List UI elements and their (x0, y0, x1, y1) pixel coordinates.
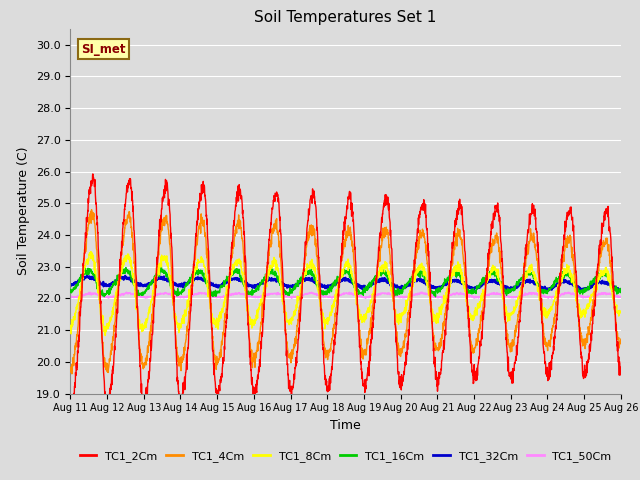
TC1_16Cm (569, 277, 577, 283)
TC1_50Cm (584, 293, 592, 299)
Line: TC1_8Cm: TC1_8Cm (70, 252, 621, 336)
TC1_2Cm (374, 257, 381, 263)
Y-axis label: Soil Temperature (C): Soil Temperature (C) (17, 147, 30, 276)
TC1_50Cm (67, 294, 74, 300)
TC1_16Cm (374, 270, 381, 276)
TC1_4Cm (221, 317, 228, 323)
TC1_8Cm (374, 273, 381, 278)
TC1_8Cm (617, 310, 625, 315)
TC1_32Cm (67, 282, 74, 288)
TC1_8Cm (506, 313, 514, 319)
TC1_8Cm (584, 304, 592, 310)
TC1_2Cm (68, 407, 76, 412)
TC1_4Cm (68, 371, 76, 377)
TC1_2Cm (67, 397, 74, 403)
Line: TC1_16Cm: TC1_16Cm (70, 267, 621, 297)
TC1_50Cm (418, 289, 426, 295)
TC1_32Cm (220, 280, 228, 286)
TC1_50Cm (617, 294, 625, 300)
Line: TC1_32Cm: TC1_32Cm (70, 276, 621, 291)
TC1_2Cm (569, 215, 577, 220)
TC1_4Cm (88, 207, 95, 213)
TC1_16Cm (362, 286, 369, 292)
TC1_16Cm (157, 264, 165, 270)
Title: Soil Temperatures Set 1: Soil Temperatures Set 1 (255, 10, 436, 25)
TC1_50Cm (438, 295, 446, 301)
TC1_2Cm (362, 386, 370, 392)
TC1_8Cm (569, 277, 577, 283)
TC1_50Cm (569, 291, 577, 297)
TC1_4Cm (362, 352, 370, 358)
TC1_32Cm (362, 284, 369, 290)
TC1_2Cm (221, 343, 228, 349)
TC1_16Cm (584, 286, 592, 291)
Line: TC1_2Cm: TC1_2Cm (70, 174, 621, 409)
TC1_32Cm (584, 287, 591, 292)
Line: TC1_4Cm: TC1_4Cm (70, 210, 621, 374)
TC1_16Cm (67, 289, 74, 295)
TC1_50Cm (220, 294, 228, 300)
TC1_8Cm (101, 333, 109, 338)
TC1_4Cm (374, 264, 381, 270)
TC1_4Cm (617, 336, 625, 342)
TC1_50Cm (374, 292, 381, 298)
TC1_32Cm (616, 288, 623, 294)
Line: TC1_50Cm: TC1_50Cm (70, 292, 621, 298)
TC1_16Cm (220, 280, 228, 286)
Text: SI_met: SI_met (81, 43, 126, 56)
TC1_8Cm (221, 298, 228, 304)
TC1_4Cm (584, 332, 592, 338)
Legend: TC1_2Cm, TC1_4Cm, TC1_8Cm, TC1_16Cm, TC1_32Cm, TC1_50Cm: TC1_2Cm, TC1_4Cm, TC1_8Cm, TC1_16Cm, TC1… (75, 446, 616, 467)
TC1_2Cm (89, 171, 97, 177)
TC1_8Cm (362, 316, 370, 322)
TC1_4Cm (506, 342, 514, 348)
TC1_32Cm (506, 287, 513, 292)
TC1_32Cm (374, 278, 381, 284)
TC1_4Cm (569, 257, 577, 263)
TC1_16Cm (617, 289, 625, 295)
TC1_2Cm (506, 370, 514, 376)
TC1_4Cm (67, 365, 74, 371)
TC1_32Cm (568, 281, 576, 287)
X-axis label: Time: Time (330, 419, 361, 432)
TC1_32Cm (122, 273, 129, 278)
TC1_32Cm (617, 287, 625, 293)
TC1_8Cm (87, 249, 95, 254)
TC1_16Cm (431, 294, 439, 300)
TC1_50Cm (506, 294, 514, 300)
TC1_2Cm (584, 358, 592, 363)
TC1_8Cm (67, 327, 74, 333)
TC1_50Cm (362, 295, 369, 301)
TC1_16Cm (506, 287, 514, 293)
TC1_2Cm (617, 372, 625, 378)
